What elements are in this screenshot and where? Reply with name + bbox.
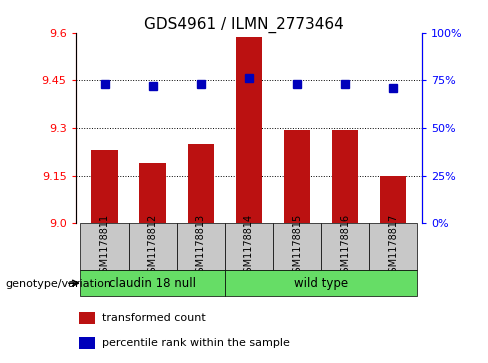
Bar	[79, 312, 95, 325]
FancyBboxPatch shape	[273, 223, 321, 270]
Bar	[140, 163, 166, 223]
Text: claudin 18 null: claudin 18 null	[109, 277, 196, 290]
Bar	[187, 144, 214, 223]
Text: GSM1178816: GSM1178816	[340, 214, 350, 280]
Text: GDS4961 / ILMN_2773464: GDS4961 / ILMN_2773464	[144, 16, 344, 33]
Text: GSM1178812: GSM1178812	[148, 214, 158, 280]
Text: genotype/variation: genotype/variation	[5, 279, 111, 289]
FancyBboxPatch shape	[321, 223, 369, 270]
FancyBboxPatch shape	[81, 270, 225, 296]
FancyBboxPatch shape	[177, 223, 225, 270]
FancyBboxPatch shape	[225, 270, 417, 296]
Bar	[380, 176, 407, 223]
FancyBboxPatch shape	[225, 223, 273, 270]
Text: transformed count: transformed count	[102, 313, 205, 323]
Text: wild type: wild type	[294, 277, 348, 290]
FancyBboxPatch shape	[81, 223, 128, 270]
Text: GSM1178813: GSM1178813	[196, 214, 206, 280]
Text: GSM1178815: GSM1178815	[292, 214, 302, 280]
FancyBboxPatch shape	[369, 223, 417, 270]
Text: GSM1178814: GSM1178814	[244, 214, 254, 280]
Bar	[284, 130, 310, 223]
Text: GSM1178817: GSM1178817	[388, 214, 398, 280]
Bar	[332, 130, 358, 223]
Text: GSM1178811: GSM1178811	[100, 214, 109, 280]
Text: percentile rank within the sample: percentile rank within the sample	[102, 338, 289, 348]
Bar	[236, 37, 262, 223]
FancyBboxPatch shape	[128, 223, 177, 270]
Bar	[91, 150, 118, 223]
Bar	[79, 337, 95, 349]
